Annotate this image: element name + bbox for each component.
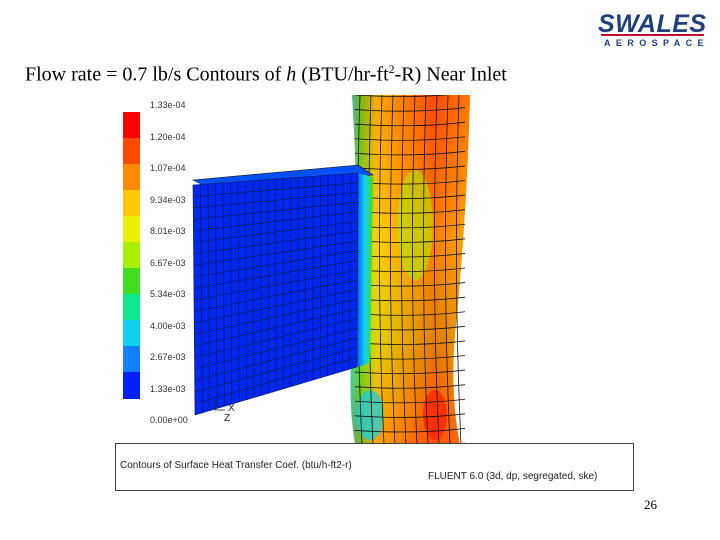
- legend-label: 6.67e-03: [150, 257, 186, 268]
- title-units: (BTU/hr-ft: [301, 63, 389, 86]
- legend-swatch: [123, 164, 140, 191]
- axis-z-label: Z: [224, 413, 231, 424]
- color-legend: 1.33e-04 1.20e-04 1.07e-04 9.34e-03 8.01e-03…: [120, 100, 200, 430]
- legend-swatch: [123, 138, 140, 165]
- legend-swatch: [123, 372, 140, 399]
- legend-label: 9.34e-03: [150, 194, 186, 205]
- legend-swatch: [123, 190, 140, 217]
- inlet-edge: [357, 173, 373, 367]
- page-number: 26: [644, 497, 657, 512]
- legend-label: 8.01e-03: [150, 226, 186, 236]
- legend-swatch: [123, 294, 140, 321]
- legend-label: 4.00e-03: [150, 320, 186, 331]
- legend-swatch: [123, 216, 140, 243]
- legend-label: 5.34e-03: [150, 289, 186, 299]
- title-units-end: -R) Near Inlet: [394, 63, 507, 86]
- logo-stripe: [601, 34, 704, 36]
- legend-label: 1.07e-04: [150, 163, 186, 173]
- title-prefix: Flow rate = 0.7 lb/s Contours of: [25, 63, 282, 86]
- axis-x-label: X: [228, 403, 235, 414]
- legend-swatch: [123, 268, 140, 295]
- caption-solver: FLUENT 6.0 (3d, dp, segregated, ske): [428, 471, 598, 482]
- caption-description: Contours of Surface Heat Transfer Coef. …: [120, 460, 352, 471]
- legend-label: 0.00e+00: [150, 415, 188, 425]
- title-superscript: 2: [388, 62, 395, 76]
- legend-swatch: [123, 242, 140, 269]
- logo-subtitle: AEROSPACE: [604, 38, 709, 48]
- plot-caption: Contours of Surface Heat Transfer Coef. …: [115, 443, 634, 491]
- legend-label: 2.67e-03: [150, 352, 186, 362]
- logo-wordmark: SWALES: [598, 10, 707, 38]
- contour-plot: [191, 95, 470, 445]
- legend-swatch: [123, 112, 140, 139]
- legend-label: 1.20e-04: [150, 131, 186, 142]
- legend-swatch: [123, 346, 140, 373]
- legend-label: 1.33e-04: [150, 100, 186, 110]
- title-symbol: h: [286, 63, 297, 86]
- legend-swatch: [123, 320, 140, 347]
- legend-label: 1.33e-03: [150, 383, 186, 394]
- slide-title: Flow rate = 0.7 lb/s Contours of h (BTU/…: [25, 62, 507, 87]
- inlet-block-top: [191, 164, 374, 186]
- swales-logo: SWALES AEROSPACE: [598, 10, 708, 50]
